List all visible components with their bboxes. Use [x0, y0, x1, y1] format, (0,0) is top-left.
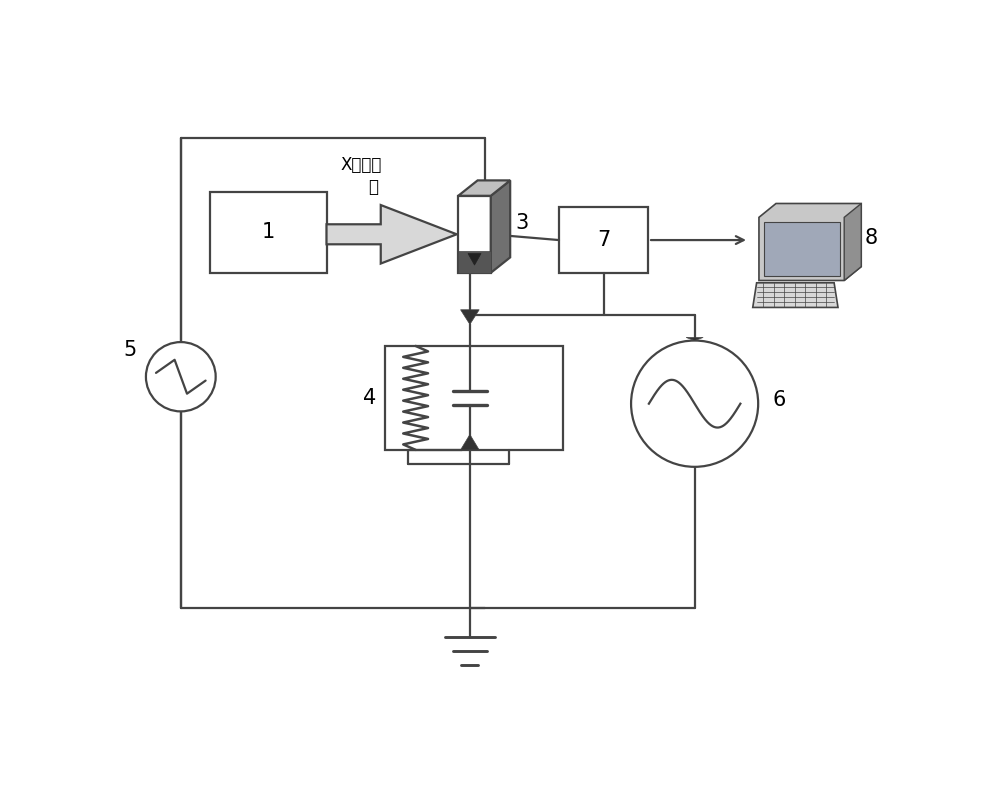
Text: 4: 4: [362, 388, 376, 408]
Polygon shape: [326, 205, 457, 263]
Polygon shape: [753, 283, 838, 308]
Polygon shape: [461, 310, 479, 324]
Text: 5: 5: [124, 340, 137, 360]
Text: 3: 3: [516, 213, 529, 233]
Polygon shape: [458, 180, 510, 196]
Bar: [458, 196, 491, 273]
Bar: [210, 192, 326, 273]
Text: 6: 6: [772, 390, 786, 410]
Bar: [559, 207, 648, 273]
Bar: [764, 222, 840, 276]
Polygon shape: [468, 254, 481, 265]
Text: 射: 射: [368, 177, 378, 195]
Text: 8: 8: [865, 228, 878, 248]
Circle shape: [631, 341, 758, 467]
Text: 7: 7: [597, 230, 610, 250]
Polygon shape: [759, 203, 861, 281]
Text: X射线照: X射线照: [341, 156, 382, 174]
Polygon shape: [491, 180, 510, 273]
Polygon shape: [461, 434, 479, 450]
Polygon shape: [686, 338, 703, 341]
Polygon shape: [844, 203, 861, 281]
Bar: [385, 346, 563, 450]
Text: 1: 1: [262, 222, 275, 242]
Polygon shape: [458, 252, 491, 273]
Circle shape: [146, 342, 216, 411]
